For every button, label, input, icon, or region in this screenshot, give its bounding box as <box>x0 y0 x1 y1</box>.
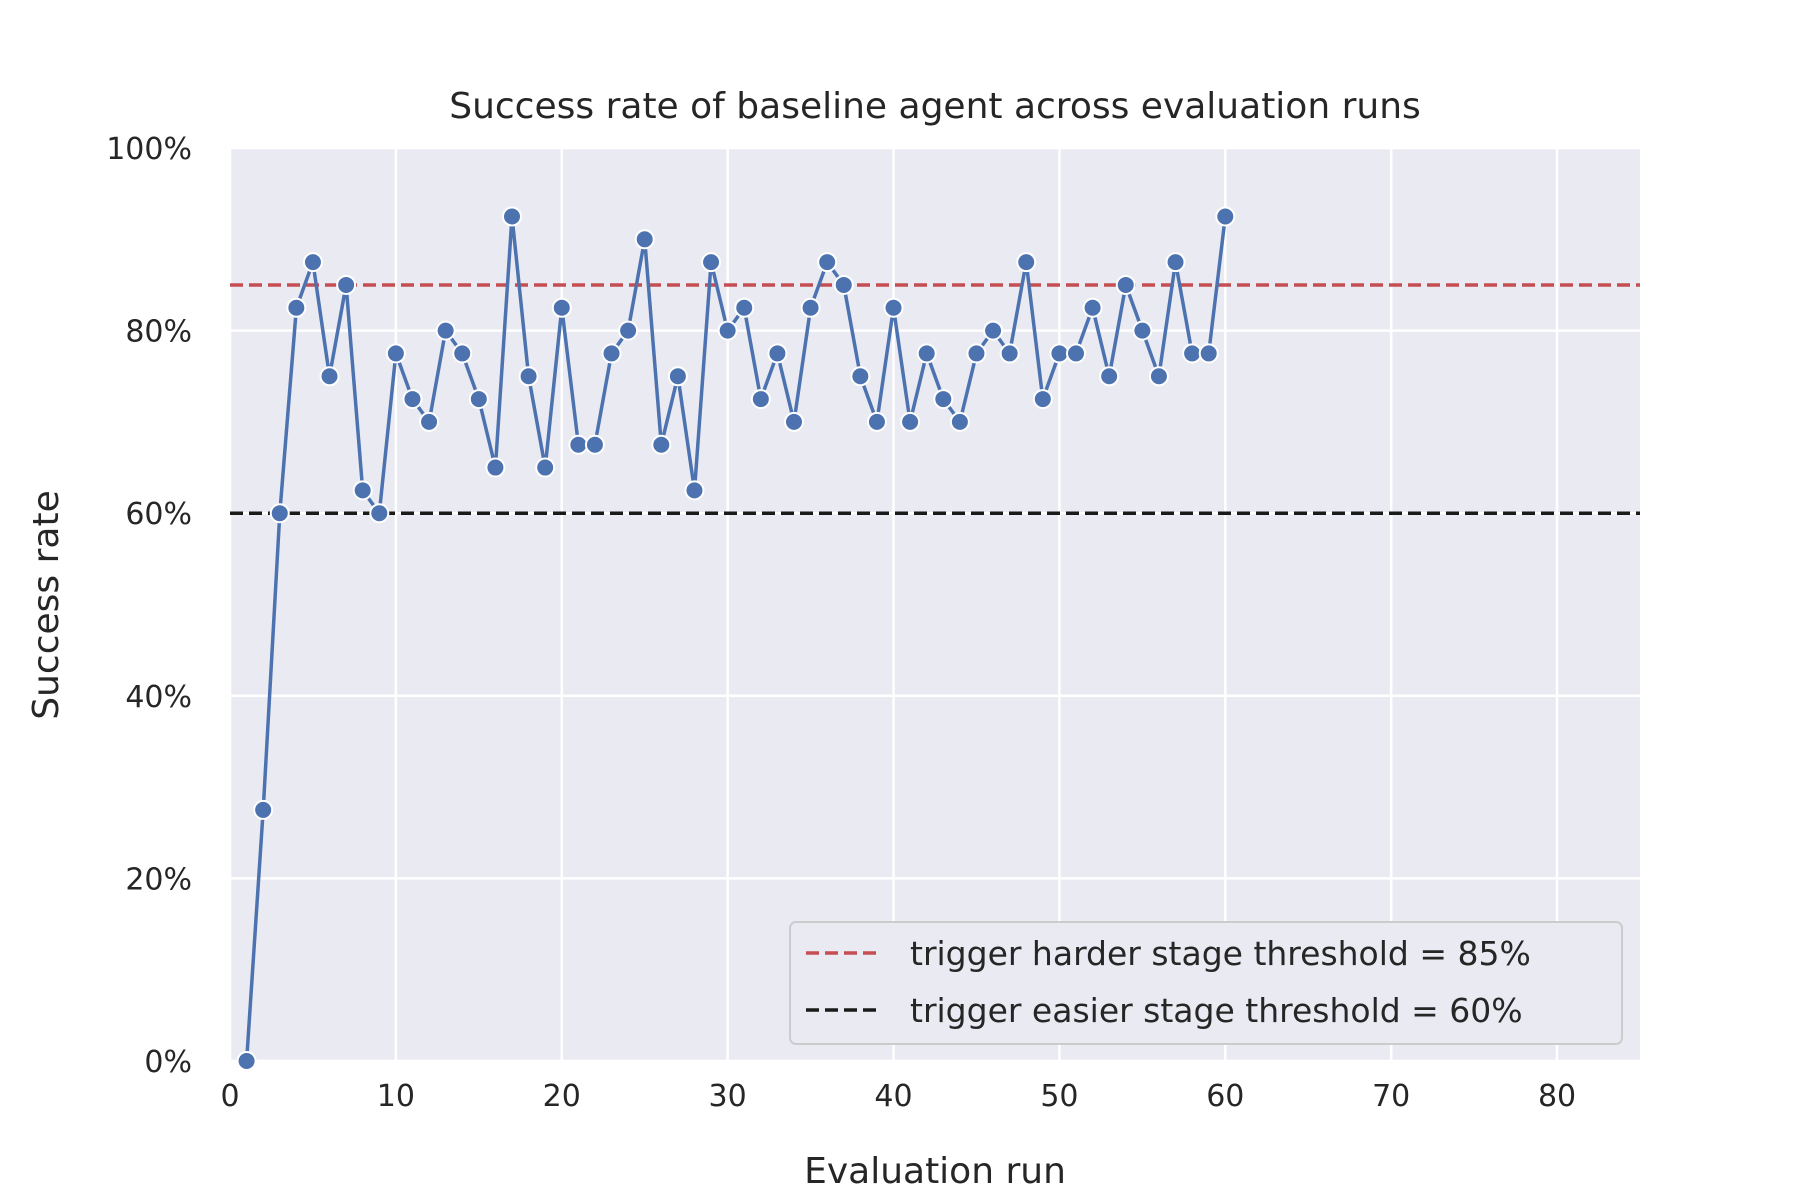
x-tick-label: 30 <box>709 1079 747 1114</box>
data-point <box>750 389 771 410</box>
legend: trigger harder stage threshold = 85% tri… <box>789 921 1623 1045</box>
data-point <box>1215 206 1236 227</box>
data-point <box>435 320 456 341</box>
data-point <box>900 411 921 432</box>
data-point <box>402 389 423 410</box>
data-point <box>452 343 473 364</box>
data-point <box>385 343 406 364</box>
data-point <box>618 320 639 341</box>
data-point <box>568 434 589 455</box>
data-point <box>850 366 871 387</box>
data-point <box>1049 343 1070 364</box>
data-point <box>1082 297 1103 318</box>
data-point <box>485 457 506 478</box>
data-point <box>1016 252 1037 273</box>
x-tick-label: 50 <box>1040 1079 1078 1114</box>
data-point <box>1066 343 1086 364</box>
y-tick-label: 40% <box>125 680 192 715</box>
plot-area <box>230 148 1640 1061</box>
data-point <box>302 252 323 273</box>
legend-easier-label: trigger easier stage threshold = 60% <box>910 991 1523 1030</box>
data-point <box>1132 320 1153 341</box>
series-layer <box>236 206 1236 1071</box>
data-point <box>634 229 655 250</box>
data-point <box>336 274 357 295</box>
data-point <box>286 297 307 318</box>
data-point <box>1148 366 1169 387</box>
data-point <box>817 252 838 273</box>
data-point <box>1198 343 1219 364</box>
data-point <box>767 343 788 364</box>
data-point <box>833 274 854 295</box>
y-tick-label: 0% <box>144 1045 192 1080</box>
data-point <box>1115 274 1136 295</box>
data-point <box>883 297 904 318</box>
y-tick-label: 100% <box>106 132 192 167</box>
data-point <box>269 503 290 524</box>
threshold-lines <box>230 283 1640 515</box>
chart-title: Success rate of baseline agent across ev… <box>449 86 1421 127</box>
legend-box <box>789 921 1623 1045</box>
data-point <box>468 389 489 410</box>
data-point <box>684 480 705 501</box>
data-point <box>966 343 987 364</box>
data-point <box>667 366 688 387</box>
data-point <box>253 799 274 820</box>
data-point <box>983 320 1004 341</box>
data-point <box>717 320 738 341</box>
data-point <box>800 297 821 318</box>
data-point <box>601 343 622 364</box>
data-point <box>999 343 1020 364</box>
data-point <box>1165 252 1186 273</box>
data-point <box>419 411 440 432</box>
data-point <box>236 1051 257 1071</box>
data-point <box>352 480 373 501</box>
data-point <box>584 434 605 455</box>
y-tick-labels: 0% 20% 40% 60% 80% 100% <box>106 132 192 1080</box>
x-tick-label: 20 <box>543 1079 581 1114</box>
data-point <box>502 206 522 227</box>
y-axis-label: Success rate <box>26 490 67 719</box>
data-point <box>651 434 672 455</box>
data-point <box>535 457 556 478</box>
y-tick-label: 60% <box>125 497 192 532</box>
x-axis-label: Evaluation run <box>804 1151 1066 1192</box>
data-point <box>1032 389 1053 410</box>
data-point <box>1182 343 1203 364</box>
x-tick-labels: 0 10 20 30 40 50 60 70 80 <box>220 1079 1576 1114</box>
data-point <box>551 297 572 318</box>
x-tick-label: 80 <box>1538 1079 1576 1114</box>
x-tick-label: 70 <box>1372 1079 1410 1114</box>
x-tick-label: 60 <box>1206 1079 1244 1114</box>
data-point <box>369 503 390 524</box>
data-point <box>518 366 539 387</box>
data-point <box>734 297 755 318</box>
x-tick-label: 10 <box>377 1079 415 1114</box>
data-point <box>1099 366 1120 387</box>
data-point <box>916 343 937 364</box>
data-point <box>701 252 722 273</box>
y-tick-label: 20% <box>125 862 192 897</box>
data-point <box>866 411 887 432</box>
x-tick-label: 40 <box>874 1079 912 1114</box>
data-point <box>784 411 804 432</box>
data-point <box>949 411 970 432</box>
y-tick-label: 80% <box>125 315 192 350</box>
data-point <box>933 389 954 410</box>
data-point <box>319 366 340 387</box>
legend-harder-label: trigger harder stage threshold = 85% <box>910 934 1531 973</box>
x-tick-label: 0 <box>220 1079 239 1114</box>
